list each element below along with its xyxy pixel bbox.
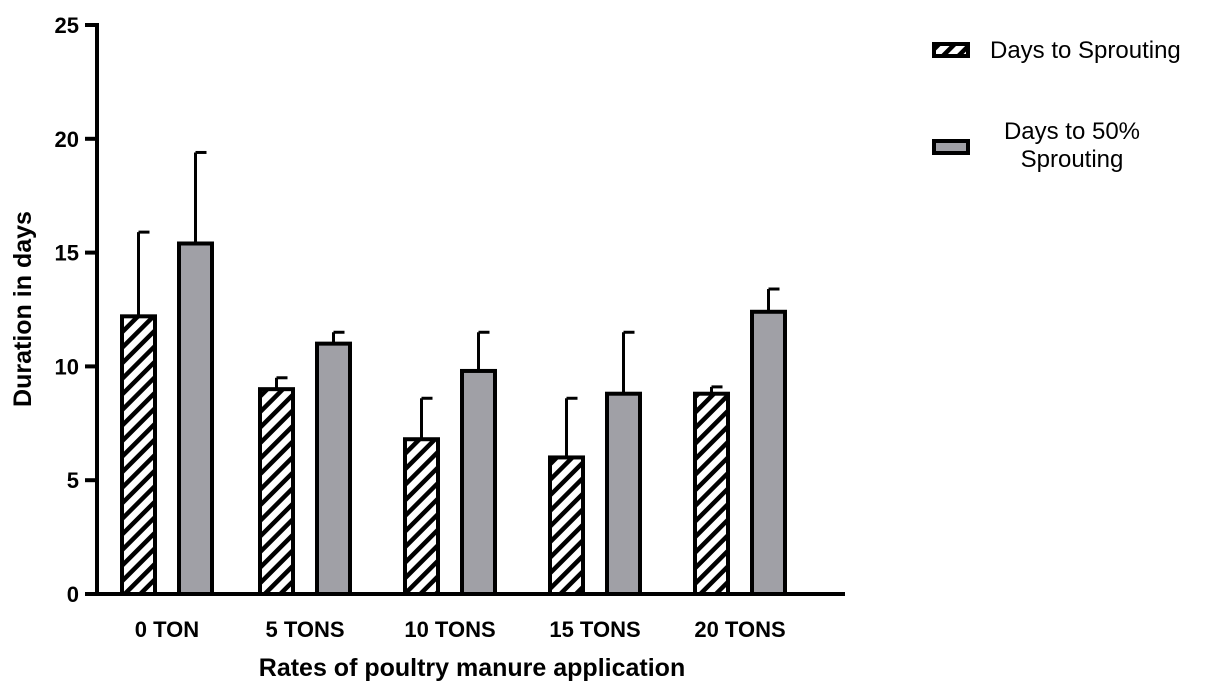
bar-days-to-sprouting bbox=[403, 437, 440, 596]
x-tick-label: 0 TON bbox=[135, 617, 199, 642]
bar-days-to-50pct-sprouting bbox=[750, 309, 787, 596]
y-axis-title: Duration in days bbox=[9, 211, 37, 407]
x-tick-label: 10 TONS bbox=[404, 617, 495, 642]
legend-label-days-to-50pct-sprouting: Days to 50% Sprouting bbox=[1004, 118, 1140, 173]
legend: Days to Sprouting Days to 50% Sprouting bbox=[932, 37, 1181, 173]
y-tick-label: 10 bbox=[55, 354, 79, 379]
y-tick-label: 0 bbox=[67, 582, 79, 607]
y-tick-label: 25 bbox=[55, 13, 79, 38]
x-tick-label: 20 TONS bbox=[694, 617, 785, 642]
axis-labels: Rates of poultry manure application Dura… bbox=[9, 211, 685, 682]
y-tick-label: 5 bbox=[67, 468, 79, 493]
y-tick-label: 20 bbox=[55, 127, 79, 152]
legend-swatch-days-to-50pct-sprouting bbox=[932, 139, 970, 155]
bars-layer bbox=[120, 150, 787, 597]
bar-days-to-sprouting bbox=[693, 391, 730, 596]
bar-days-to-50pct-sprouting bbox=[177, 241, 214, 596]
axes: 0 5 10 15 20 25 0 TON 5 TONS 10 TONS 15 TONS 20 TO… bbox=[55, 13, 845, 642]
x-axis-title: Rates of poultry manure application bbox=[259, 654, 685, 682]
bar-days-to-50pct-sprouting bbox=[605, 391, 642, 596]
legend-swatch-days-to-sprouting bbox=[932, 42, 970, 58]
x-tick-label: 15 TONS bbox=[549, 617, 640, 642]
bar-days-to-50pct-sprouting bbox=[315, 341, 352, 597]
bar-days-to-sprouting bbox=[258, 387, 295, 596]
legend-label-line: Days to 50% bbox=[1004, 118, 1140, 145]
bar-days-to-50pct-sprouting bbox=[460, 368, 497, 596]
bar-days-to-sprouting bbox=[548, 455, 585, 596]
legend-label-line: Sprouting bbox=[1021, 146, 1124, 173]
legend-label-days-to-sprouting: Days to Sprouting bbox=[990, 37, 1181, 64]
x-tick-label: 5 TONS bbox=[265, 617, 344, 642]
bar-days-to-sprouting bbox=[120, 314, 157, 596]
y-tick-label: 15 bbox=[55, 241, 79, 266]
